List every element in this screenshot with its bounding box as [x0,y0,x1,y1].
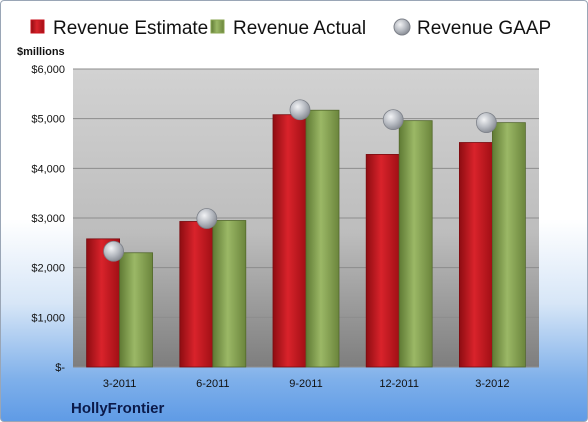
legend-gaap-swatch [393,18,411,36]
estimate-bar [272,114,307,368]
y-tick-label: $6,000 [31,64,65,76]
x-tick-label: 12-2011 [379,378,419,390]
gaap-marker [382,109,404,131]
y-tick-label: $4,000 [31,163,65,175]
legend: Revenue Estimate Revenue Actual Revenue GA… [30,18,551,39]
x-tick-label: 9-2011 [289,378,322,390]
y-tick-label: $2,000 [31,263,65,275]
company-name: HollyFrontier [71,400,165,417]
gaap-marker [475,112,497,134]
x-tick-label: 6-2011 [196,378,229,390]
actual-bar [491,122,526,368]
x-axis-ticks: 3-2011 6-2011 9-2011 12-2011 3-2012 [103,378,510,390]
actual-bar [398,120,433,368]
y-tick-label: $- [55,362,65,374]
actual-bar [119,252,153,368]
x-tick-label: 3-2012 [475,378,509,390]
y-tick-label: $1,000 [31,312,65,324]
legend-estimate-swatch [30,19,45,34]
bars [86,109,526,368]
y-tick-label: $3,000 [31,213,65,225]
y-axis-unit-label: $millions [17,46,65,58]
y-axis-ticks: $- $1,000 $2,000 $3,000 $4,000 $5,000 $6,000 [31,64,65,374]
estimate-bar [179,221,214,368]
gaap-marker [289,99,311,121]
legend-actual-swatch [210,19,225,34]
legend-label: Revenue GAAP [417,18,551,39]
legend-label: Revenue Estimate [53,18,208,39]
y-tick-label: $5,000 [31,114,65,126]
gaap-marker [103,240,124,262]
estimate-bar [365,154,400,368]
x-tick-label: 3-2011 [103,378,136,390]
actual-bar [305,109,340,368]
gaap-marker [196,208,218,229]
estimate-bar [458,142,493,368]
gaap-markers [103,99,497,262]
actual-bar [212,220,247,368]
legend-label: Revenue Actual [233,18,366,39]
